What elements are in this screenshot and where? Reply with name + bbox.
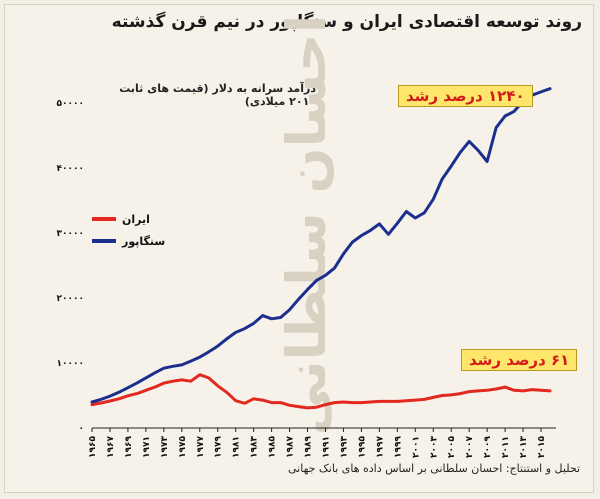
x-tick-label: ۱۹۶۷ — [106, 436, 116, 458]
x-tick-label: ۱۹۷۱ — [142, 436, 152, 458]
series-line-iran — [90, 373, 552, 410]
x-tick-label: ۱۹۸۳ — [250, 436, 260, 458]
x-tick-label: ۱۹۹۳ — [339, 436, 349, 458]
x-tick-label: ۱۹۷۵ — [178, 436, 188, 458]
x-tick-label: ۱۹۶۹ — [124, 436, 134, 458]
y-tick-label: ۲۰۰۰۰ — [57, 294, 84, 304]
y-tick-label: ۳۰۰۰۰ — [57, 229, 84, 239]
iran-growth-badge: ۶۱ درصد رشد — [461, 349, 578, 371]
watermark: احسان سلطانی — [275, 15, 338, 435]
legend-label-singapore: سنگاپور — [122, 234, 166, 248]
legend-swatch-singapore — [92, 239, 116, 243]
x-tick-label: ۲۰۱۳ — [519, 436, 529, 458]
x-tick-label: ۲۰۰۵ — [447, 436, 457, 458]
legend-label-iran: ایران — [122, 212, 150, 226]
x-tick-label: ۱۹۸۹ — [304, 436, 314, 458]
x-tick-label: ۲۰۰۹ — [483, 436, 493, 458]
x-tick-label: ۱۹۹۹ — [393, 436, 403, 458]
singapore-growth-badge: ۱۲۴۰ درصد رشد — [398, 85, 533, 107]
x-tick-label: ۱۹۸۵ — [268, 436, 278, 458]
x-tick-label: ۲۰۱۵ — [537, 436, 547, 458]
legend-swatch-iran — [92, 217, 116, 221]
legend-item-singapore: سنگاپور — [92, 230, 165, 252]
x-tick-label: ۱۹۷۹ — [214, 436, 224, 458]
legend-item-iran: ایران — [92, 208, 165, 230]
x-tick-label: ۱۹۷۳ — [160, 436, 170, 458]
x-tick-label: ۱۹۹۷ — [375, 436, 385, 458]
x-tick-label: ۱۹۷۷ — [196, 436, 206, 458]
axes: ۰ ۱۰۰۰۰ ۲۰۰۰۰ ۳۰۰۰۰ ۴۰۰۰۰ ۵۰۰۰۰ ۱۹۶۵ ۱۹۶۷ ۱۹۶۹ ۱۹… — [57, 99, 556, 458]
x-tick-label: ۲۰۰۱ — [411, 436, 421, 458]
y-tick-label: ۱۰۰۰۰ — [57, 359, 84, 369]
y-tick-label: ۴۰۰۰۰ — [57, 164, 84, 174]
legend: ایران سنگاپور — [92, 208, 165, 252]
x-tick-label: ۲۰۰۷ — [465, 436, 475, 458]
y-tick-label: ۰ — [79, 424, 85, 434]
x-tick-label: ۱۹۸۱ — [232, 436, 242, 458]
series-layer — [90, 87, 552, 410]
x-tick-label: ۱۹۸۷ — [286, 436, 296, 458]
x-tick-label: ۲۰۱۱ — [501, 436, 511, 458]
source-note: تحلیل و استنتاج: احسان سلطانی بر اساس دا… — [287, 462, 580, 475]
x-tick-label: ۱۹۶۵ — [88, 436, 98, 458]
x-tick-label: ۲۰۰۳ — [429, 436, 439, 458]
chart-title: روند توسعه اقتصادی ایران و سنگاپور در نی… — [111, 12, 582, 32]
x-tick-label: ۱۹۹۱ — [321, 436, 331, 458]
y-tick-label: ۵۰۰۰۰ — [57, 99, 84, 109]
series-line-singapore — [90, 87, 552, 404]
x-tick-label: ۱۹۹۵ — [357, 436, 367, 458]
y-axis-title: درآمد سرانه به دلار (قیمت های ثابت ۲۰۱۰ … — [119, 82, 316, 108]
